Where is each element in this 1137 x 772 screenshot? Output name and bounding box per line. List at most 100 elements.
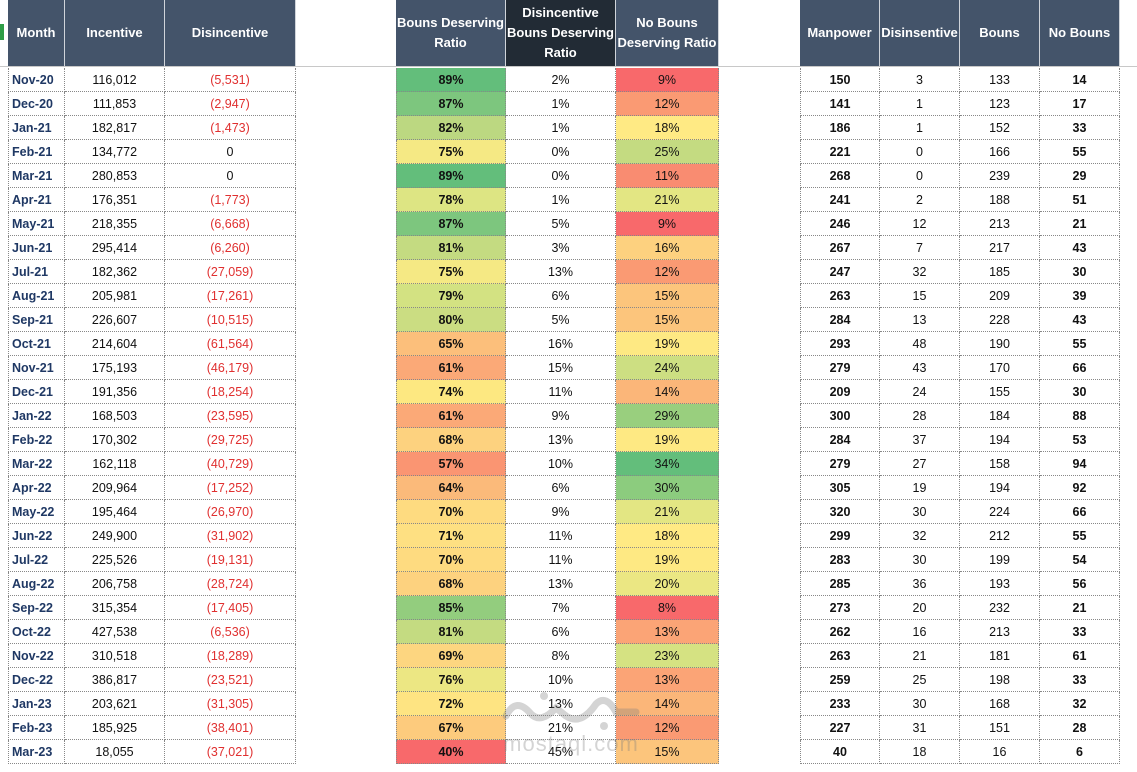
cell-disinsentive[interactable]: 24 [880, 380, 960, 404]
cell-disincentive-ratio[interactable]: 8% [506, 644, 616, 668]
cell-no-bouns-ratio[interactable]: 9% [616, 212, 719, 236]
cell-bouns[interactable]: 158 [960, 452, 1040, 476]
cell-month[interactable]: Jul-21 [8, 260, 65, 284]
cell-bouns-ratio[interactable]: 80% [396, 308, 506, 332]
cell-disinsentive[interactable]: 48 [880, 332, 960, 356]
cell-bouns-ratio[interactable]: 85% [396, 596, 506, 620]
cell-manpower[interactable]: 267 [800, 236, 880, 260]
cell-bouns-ratio[interactable]: 78% [396, 188, 506, 212]
cell-disinsentive[interactable]: 30 [880, 500, 960, 524]
cell-disinsentive[interactable]: 0 [880, 140, 960, 164]
cell-disinsentive[interactable]: 3 [880, 68, 960, 92]
cell-month[interactable]: Jan-21 [8, 116, 65, 140]
cell-disincentive[interactable]: (18,289) [165, 644, 296, 668]
cell-no-bouns-ratio[interactable]: 19% [616, 548, 719, 572]
cell-bouns[interactable]: 239 [960, 164, 1040, 188]
cell-no-bouns[interactable]: 56 [1040, 572, 1120, 596]
cell-no-bouns[interactable]: 61 [1040, 644, 1120, 668]
cell-bouns[interactable]: 217 [960, 236, 1040, 260]
cell-manpower[interactable]: 263 [800, 284, 880, 308]
cell-no-bouns-ratio[interactable]: 24% [616, 356, 719, 380]
cell-no-bouns[interactable]: 30 [1040, 380, 1120, 404]
cell-no-bouns-ratio[interactable]: 13% [616, 620, 719, 644]
cell-bouns[interactable]: 184 [960, 404, 1040, 428]
cell-no-bouns[interactable]: 55 [1040, 140, 1120, 164]
cell-disincentive[interactable]: (18,254) [165, 380, 296, 404]
header-manpower[interactable]: Manpower [800, 0, 880, 66]
cell-manpower[interactable]: 279 [800, 356, 880, 380]
cell-disincentive-ratio[interactable]: 9% [506, 404, 616, 428]
cell-month[interactable]: Oct-22 [8, 620, 65, 644]
cell-disincentive[interactable]: (17,252) [165, 476, 296, 500]
cell-incentive[interactable]: 18,055 [65, 740, 165, 764]
header-disinsentive[interactable]: Disinsentive [880, 0, 960, 66]
cell-manpower[interactable]: 227 [800, 716, 880, 740]
cell-no-bouns-ratio[interactable]: 12% [616, 92, 719, 116]
cell-disinsentive[interactable]: 12 [880, 212, 960, 236]
cell-bouns-ratio[interactable]: 61% [396, 404, 506, 428]
cell-disincentive[interactable]: (40,729) [165, 452, 296, 476]
cell-disincentive-ratio[interactable]: 11% [506, 524, 616, 548]
cell-no-bouns-ratio[interactable]: 19% [616, 332, 719, 356]
cell-disincentive-ratio[interactable]: 2% [506, 68, 616, 92]
cell-no-bouns[interactable]: 94 [1040, 452, 1120, 476]
cell-incentive[interactable]: 225,526 [65, 548, 165, 572]
cell-disincentive[interactable]: (6,536) [165, 620, 296, 644]
cell-bouns[interactable]: 16 [960, 740, 1040, 764]
cell-no-bouns-ratio[interactable]: 15% [616, 308, 719, 332]
cell-manpower[interactable]: 263 [800, 644, 880, 668]
cell-disincentive[interactable]: (29,725) [165, 428, 296, 452]
cell-disincentive[interactable]: (1,773) [165, 188, 296, 212]
cell-manpower[interactable]: 246 [800, 212, 880, 236]
cell-disinsentive[interactable]: 36 [880, 572, 960, 596]
cell-disincentive[interactable]: (27,059) [165, 260, 296, 284]
cell-no-bouns[interactable]: 32 [1040, 692, 1120, 716]
cell-incentive[interactable]: 195,464 [65, 500, 165, 524]
cell-no-bouns-ratio[interactable]: 11% [616, 164, 719, 188]
cell-disinsentive[interactable]: 28 [880, 404, 960, 428]
cell-no-bouns[interactable]: 55 [1040, 524, 1120, 548]
header-disincentive-ratio[interactable]: Disincentive Bouns Deserving Ratio [506, 0, 616, 66]
cell-no-bouns[interactable]: 88 [1040, 404, 1120, 428]
cell-month[interactable]: Oct-21 [8, 332, 65, 356]
cell-month[interactable]: Mar-22 [8, 452, 65, 476]
cell-bouns[interactable]: 199 [960, 548, 1040, 572]
cell-bouns[interactable]: 213 [960, 212, 1040, 236]
cell-bouns[interactable]: 228 [960, 308, 1040, 332]
cell-no-bouns-ratio[interactable]: 12% [616, 260, 719, 284]
cell-incentive[interactable]: 315,354 [65, 596, 165, 620]
cell-disincentive-ratio[interactable]: 7% [506, 596, 616, 620]
cell-no-bouns-ratio[interactable]: 25% [616, 140, 719, 164]
cell-month[interactable]: Jun-22 [8, 524, 65, 548]
cell-no-bouns[interactable]: 33 [1040, 116, 1120, 140]
cell-disinsentive[interactable]: 32 [880, 260, 960, 284]
cell-incentive[interactable]: 310,518 [65, 644, 165, 668]
cell-disincentive-ratio[interactable]: 1% [506, 188, 616, 212]
cell-no-bouns[interactable]: 55 [1040, 332, 1120, 356]
cell-bouns-ratio[interactable]: 81% [396, 620, 506, 644]
cell-bouns[interactable]: 166 [960, 140, 1040, 164]
cell-month[interactable]: Feb-23 [8, 716, 65, 740]
cell-bouns[interactable]: 194 [960, 476, 1040, 500]
cell-bouns-ratio[interactable]: 40% [396, 740, 506, 764]
cell-month[interactable]: Apr-21 [8, 188, 65, 212]
cell-disincentive[interactable]: (1,473) [165, 116, 296, 140]
cell-disincentive-ratio[interactable]: 45% [506, 740, 616, 764]
header-disincentive[interactable]: Disincentive [165, 0, 296, 66]
cell-no-bouns[interactable]: 66 [1040, 500, 1120, 524]
cell-disincentive-ratio[interactable]: 5% [506, 212, 616, 236]
cell-no-bouns-ratio[interactable]: 30% [616, 476, 719, 500]
cell-disincentive-ratio[interactable]: 10% [506, 452, 616, 476]
cell-bouns[interactable]: 212 [960, 524, 1040, 548]
cell-disincentive-ratio[interactable]: 3% [506, 236, 616, 260]
cell-no-bouns[interactable]: 43 [1040, 236, 1120, 260]
cell-no-bouns-ratio[interactable]: 12% [616, 716, 719, 740]
cell-disincentive[interactable]: (6,260) [165, 236, 296, 260]
cell-bouns-ratio[interactable]: 61% [396, 356, 506, 380]
cell-disincentive-ratio[interactable]: 6% [506, 284, 616, 308]
cell-disincentive[interactable]: (19,131) [165, 548, 296, 572]
cell-disincentive[interactable]: (37,021) [165, 740, 296, 764]
cell-bouns[interactable]: 188 [960, 188, 1040, 212]
cell-bouns[interactable]: 213 [960, 620, 1040, 644]
cell-disincentive[interactable]: 0 [165, 140, 296, 164]
